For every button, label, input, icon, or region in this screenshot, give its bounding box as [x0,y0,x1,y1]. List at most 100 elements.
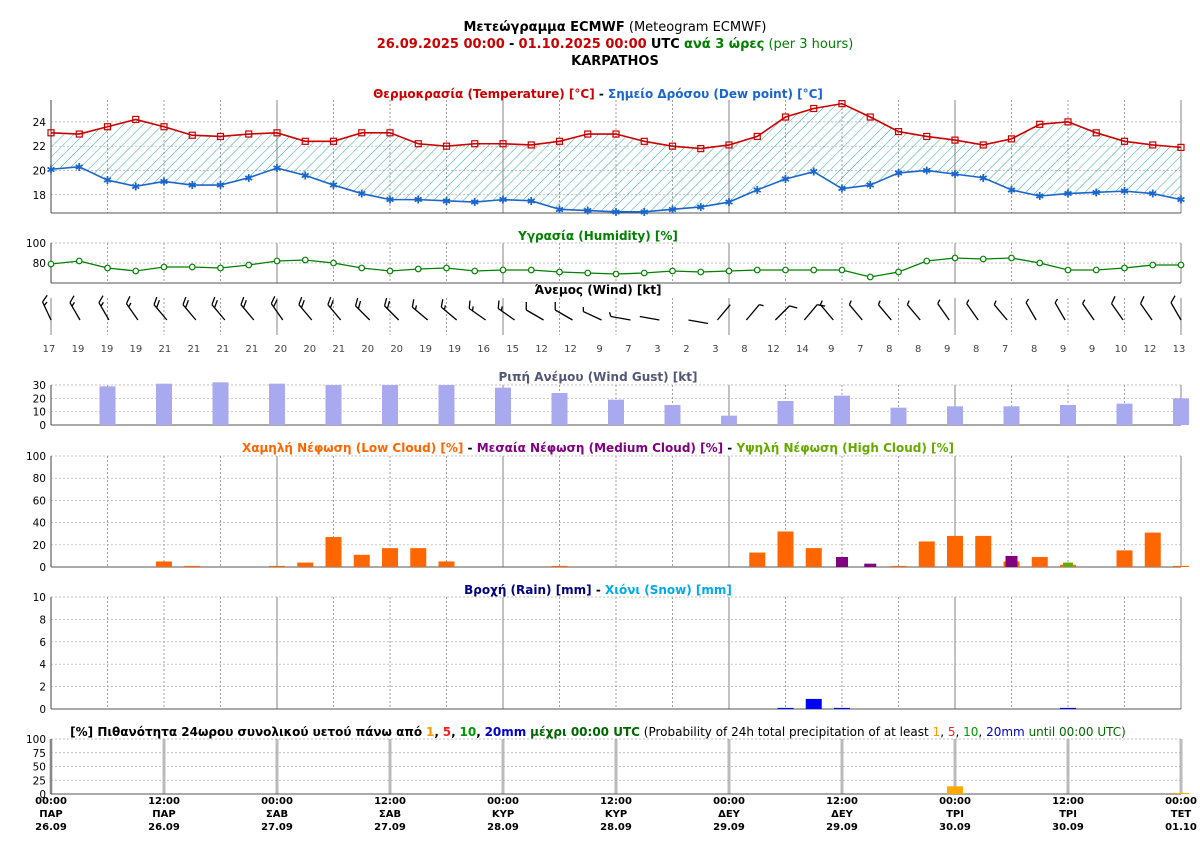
temperature-point [1064,118,1072,126]
humidity-point [273,257,281,265]
humidity-point [471,267,479,275]
temperature-point [951,136,959,144]
y-tick-label: 30 [33,380,46,392]
humidity-point [1092,266,1100,274]
wind-barb [1170,295,1182,321]
wind-barb [411,299,429,321]
wind-barb [383,297,400,321]
gust-bar [1116,403,1133,425]
temperature-point [810,104,818,113]
low-cloud-bar [749,552,766,567]
low-cloud-bar [551,565,568,567]
humidity-point [301,256,309,264]
x-axis: 00:00 ΠΑΡ 26.09 12:00 ΠΑΡ 26.09 00:00 ΣΑΒ 27.09 1… [35,796,1197,833]
humidity-point [527,266,535,274]
wind-barb [639,315,660,321]
wind-speed-label: 8 [915,344,921,355]
x-tick-day: ΤΡΙ [1059,809,1077,820]
y-tick-label: 10 [33,592,46,604]
humidity-point [217,264,224,272]
wind-speed-label: 15 [506,344,519,355]
temperature-point [1007,135,1016,143]
low-cloud-bar [1116,550,1133,567]
wind-barb [966,299,979,321]
humidity-point [669,267,676,275]
wind-speed-label: 3 [654,344,660,355]
wind-barb [240,296,255,321]
wind-barb [41,294,52,321]
y-tick-label: 0 [39,789,46,801]
x-tick-day: ΚΥΡ [492,809,514,820]
temperature-point [866,113,874,121]
wind-speed-label: 8 [1031,344,1037,355]
temperature-point [442,142,451,150]
wind-speed-label: 17 [43,344,56,355]
x-tick-time: 12:00 [1052,796,1084,807]
temperature-panel-title: Θερμοκρασία (Temperature) [°C] - Σημείο … [373,87,823,101]
dewpoint-point: ✱ [894,167,903,180]
humidity-point [1177,261,1185,269]
dewpoint-point: ✱ [159,175,168,188]
temperature-point [188,131,196,139]
wind-barb [688,319,709,325]
x-tick-time: 00:00 [713,796,745,807]
wind-speed-label: 21 [332,344,345,355]
dewpoint-point: ✱ [244,172,253,185]
temperature-point [1120,137,1129,145]
chart-title: Μετεώγραμμα ECMWF (Meteogram ECMWF) [463,20,766,35]
low-cloud-bar [297,562,314,567]
y-tick-label: 40 [33,518,46,530]
x-tick-day: ΔΕΥ [831,809,854,820]
humidity-point [1008,254,1015,262]
y-tick-label: 0 [39,420,46,432]
location-title: KARPATHOS [571,54,659,69]
gust-bar [1173,398,1189,425]
temperature-point [697,145,705,153]
dewpoint-point: ✱ [103,174,112,187]
x-tick-day: ΚΥΡ [605,809,627,820]
y-tick-label: 24 [33,117,47,129]
wind-panel-title: Άνεμος (Wind) [kt] [534,283,661,297]
y-tick-label: 20 [33,540,46,552]
x-tick-date: 27.09 [261,822,293,833]
humidity-point [443,264,450,272]
gust-bar [156,383,172,425]
dewpoint-point: ✱ [809,166,818,179]
y-tick-label: 100 [26,238,46,250]
wind-speed-label: 12 [1144,344,1157,355]
humidity-point [556,268,563,276]
x-tick-date: 29.09 [826,822,858,833]
dewpoint-point: ✱ [1120,185,1129,198]
wind-speed-label: 21 [188,344,201,355]
wind-barb [774,305,798,321]
wind-speed-label: 19 [419,344,432,355]
wind-speed-label: 20 [274,344,287,355]
dewpoint-point: ✱ [46,163,55,176]
wind-speed-label: 20 [390,344,403,355]
humidity-point [1036,259,1044,267]
y-tick-label: 6 [39,637,46,649]
probability-bar [1173,792,1189,794]
dewpoint-point: ✱ [301,169,310,182]
x-tick-time: 12:00 [826,796,858,807]
dewpoint-point: ✱ [75,161,84,174]
gust-bar [269,383,285,425]
x-tick-time: 00:00 [939,796,971,807]
wind-barb [608,312,631,321]
x-tick-date: 28.09 [600,822,632,833]
dewpoint-point: ✱ [866,179,875,192]
low-cloud-bar [975,535,992,567]
humidity-point [188,263,196,271]
gust-bar [834,395,850,425]
cloud-panel-title: Χαμηλή Νέφωση (Low Cloud) [%] - Μεσαία Ν… [242,441,954,455]
wind-barb [125,296,139,321]
temperature-point [527,141,535,149]
humidity-point [160,263,168,271]
temperature-panel: 18 20 22 24 ✱ ✱ ✱ ✱ ✱ ✱ ✱ ✱ ✱ ✱ ✱ ✱ ✱ ✱ ✱ ✱ ✱ ✱ ✱ ✱ ✱ ✱ ✱ ✱ ✱ ✱ ✱ ✱ ✱ ✱ ✱ ✱… [33,100,1186,219]
wind-barb [993,300,1008,321]
wind-speed-label: 2 [683,344,689,355]
wind-speed-label: 8 [741,344,747,355]
x-tick-day: ΔΕΥ [718,809,741,820]
